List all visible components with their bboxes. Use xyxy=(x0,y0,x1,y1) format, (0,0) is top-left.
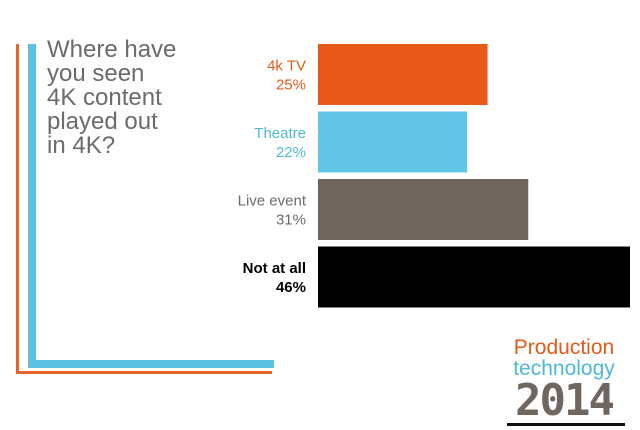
brand-technology: technology xyxy=(513,357,615,380)
bar-3 xyxy=(318,246,630,308)
value-label-0: 25% xyxy=(276,77,306,94)
frame-blue-horizontal xyxy=(28,360,274,368)
category-label-2: Live event xyxy=(238,193,307,210)
brand-underline xyxy=(507,423,625,426)
frame-orange-vertical xyxy=(16,44,19,374)
production-technology-logo: Production technology 2014 xyxy=(505,336,625,426)
bar-2 xyxy=(318,179,529,240)
category-label-0: 4k TV xyxy=(267,58,306,75)
chart-question-title: Where have you seen 4K content played ou… xyxy=(47,36,177,159)
brand-production: Production xyxy=(513,336,615,359)
frame-orange-horizontal xyxy=(16,371,272,374)
frame-blue-vertical xyxy=(28,44,36,368)
category-label-1: Theatre xyxy=(254,125,306,142)
bar-1 xyxy=(318,111,468,173)
value-label-2: 31% xyxy=(276,212,306,229)
bar-0 xyxy=(318,44,488,105)
brand-year: 2014 xyxy=(515,375,615,426)
value-label-1: 22% xyxy=(276,144,306,161)
category-label-3: Not at all xyxy=(243,260,306,277)
value-label-3: 46% xyxy=(276,279,306,296)
